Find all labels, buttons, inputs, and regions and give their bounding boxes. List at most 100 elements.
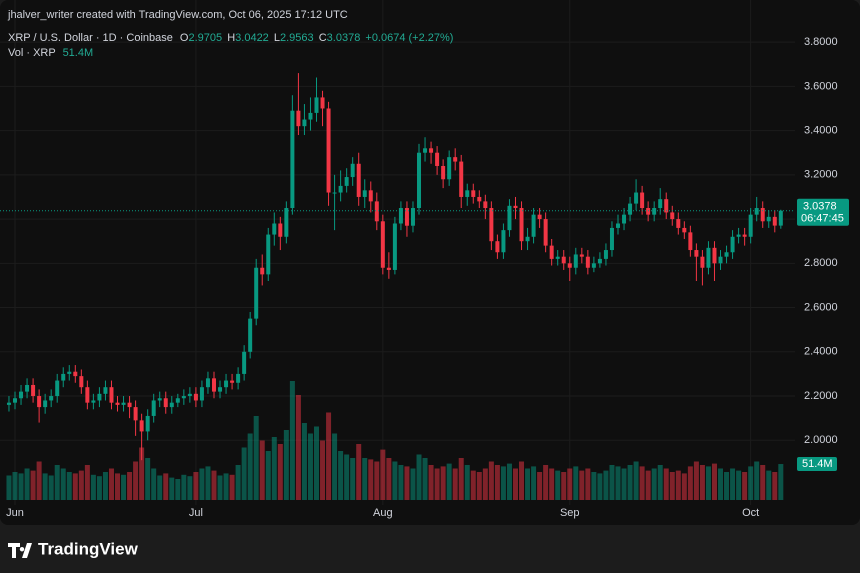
volume-bar [410,468,416,500]
candle-body [6,402,11,405]
change: +0.0674 (+2.27%) [365,32,453,44]
volume-bar [169,477,175,500]
candle-body [272,223,277,235]
candle-body [224,380,229,388]
candle-body [374,201,379,222]
volume-bar [404,466,410,500]
candle-body [585,256,590,268]
candle-body [85,387,90,403]
candle-body [211,378,216,392]
candle-body [609,227,614,251]
credit: jhalver_writer created with TradingView.… [7,9,348,21]
candle-body [109,387,114,403]
volume-bar [217,475,223,500]
volume-bar [199,468,205,500]
volume-bar [386,458,392,500]
candle-body [79,376,84,388]
candle-body [73,371,78,377]
volume-bar [139,447,145,500]
x-tick-label: Aug [373,507,393,519]
candle-body [284,208,289,237]
volume-bar [681,473,687,500]
candle-body [181,396,186,399]
volume-bar [344,454,350,500]
volume-bar [591,472,597,500]
volume-bar [482,468,488,500]
volume-bar [458,458,464,500]
candle-body [398,208,403,224]
volume-bar [754,461,760,500]
candle-body [760,208,765,222]
volume-bar [567,468,573,500]
volume-bar [265,451,271,500]
candle-body [193,393,198,401]
volume-bar [772,472,778,500]
volume-bar [464,465,470,500]
candle-body [230,380,235,383]
volume-bar [555,470,561,500]
candle-body [380,221,385,268]
candle-body [187,393,192,397]
candle-body [423,148,428,153]
volume-title: Vol · XRP [8,47,56,59]
volume-bar [730,468,736,500]
candle-body [410,208,415,226]
volume-bar [356,444,362,500]
candle-body [37,396,42,408]
volume-bar [742,472,748,500]
h-value: 3.0422 [235,32,269,44]
volume-bar [277,444,283,500]
candle-body [31,384,36,397]
candle-body [169,402,174,408]
volume-bar [362,458,368,500]
candle-body [573,254,578,268]
volume-bar [30,470,36,500]
volume-bar [295,395,301,500]
volume-bar [84,465,90,500]
logo-mark [8,543,32,558]
y-tick-label: 2.0000 [804,434,838,446]
candle-body [597,258,602,264]
y-tick-label: 3.2000 [804,169,838,181]
y-tick-label: 3.6000 [804,80,838,92]
volume-bar [151,468,157,500]
volume-bar [307,433,313,500]
c-value: 3.0378 [327,32,361,44]
candle-body [742,234,747,237]
candle-body [362,190,367,197]
o-value: 2.9705 [188,32,222,44]
candle-body [459,161,464,197]
candle-body [43,400,48,408]
volume-bar [675,470,681,500]
price-pane [6,73,783,461]
volume-bar [283,430,289,500]
candle-body [730,236,735,253]
volume-bar [332,433,338,500]
candle-body [640,192,645,209]
candle-body [453,157,458,162]
volume-bar [693,461,699,500]
candle-body [236,373,241,383]
volume-bar [627,465,633,500]
volume-bar [253,416,259,500]
volume-bar [145,458,151,500]
candle-body [700,256,705,268]
candle-body [507,205,512,231]
candle-body [519,208,524,242]
volume-legend: Vol · XRP 51.4M [8,47,93,59]
volume-bar [573,466,579,500]
volume-axis-label: 51.4M [802,458,833,470]
candle-body [151,400,156,416]
volume-bar [663,468,669,500]
volume-bar [699,465,705,500]
candle-body [537,214,542,220]
x-tick-label: Jun [6,507,24,519]
candle-body [404,208,409,226]
volume-bar [645,470,651,500]
volume-bar [736,470,742,500]
candle-body [338,185,343,193]
candle-body [302,119,307,127]
candle-body [248,318,253,352]
volume-bar [115,473,121,500]
volume-bar [615,466,621,500]
